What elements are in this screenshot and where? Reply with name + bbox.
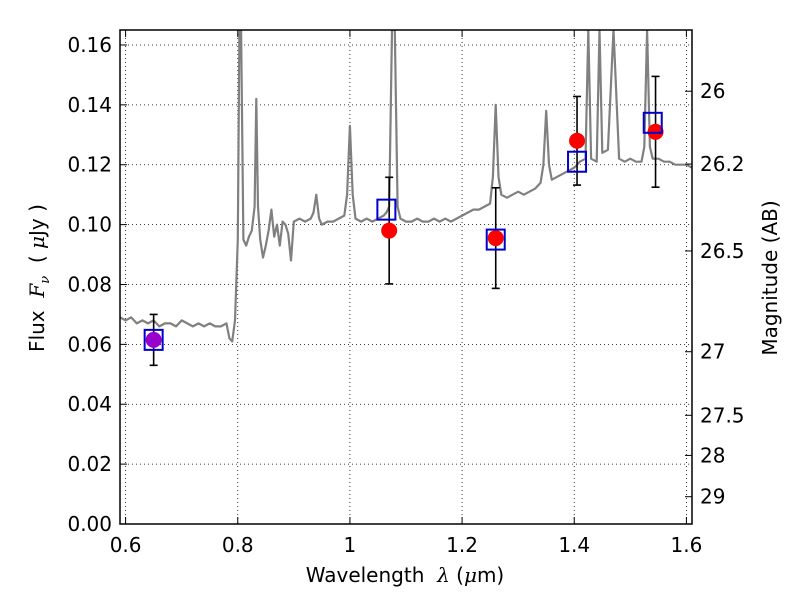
x-tick-label: 1.6 [670, 533, 702, 557]
grid [120, 30, 692, 524]
x-tick-label: 1.4 [558, 533, 590, 557]
y-tick-label: 0.04 [67, 392, 112, 416]
model-square-marker [485, 228, 506, 251]
x-tick-label: 1 [344, 533, 357, 557]
model-square-marker [376, 198, 397, 221]
x-tick-label: 0.8 [222, 533, 254, 557]
y-tick-label: 0.10 [67, 213, 112, 237]
x-tick-label: 1.2 [446, 533, 478, 557]
x-tick-label: 0.6 [110, 533, 142, 557]
y-tick-label: 0.02 [67, 452, 112, 476]
model-square-marker [642, 111, 663, 134]
magnitude-axis: 26 26.2 26.5 27 27.5 28 29 [685, 79, 745, 509]
photometry-point [487, 230, 504, 247]
y-tick-label: 0.08 [67, 272, 112, 296]
magnitude-tick-label: 28 [700, 443, 725, 467]
y-tick-label: 0.16 [67, 33, 112, 57]
spectrum-layer [120, 30, 692, 343]
y-tick-label: 0.14 [67, 93, 112, 117]
photometry-point [145, 331, 162, 348]
y-tick-label: 0.12 [67, 153, 112, 177]
magnitude-tick-label: 26.5 [700, 239, 745, 263]
magnitude-tick-label: 26.2 [700, 152, 745, 176]
spectrum-line [120, 30, 692, 343]
magnitude-tick-label: 26 [700, 79, 725, 103]
plot-frame [119, 29, 693, 525]
photometry-point [647, 123, 664, 140]
photometry-point [381, 222, 398, 239]
model-square-marker [143, 328, 164, 351]
y-axis: 0.00 0.02 0.04 0.06 0.08 0.10 0.12 0.14 0.16 [67, 33, 127, 536]
y-tick-label: 0.06 [67, 332, 112, 356]
model-square-marker [567, 150, 588, 173]
magnitude-tick-label: 27.5 [700, 403, 745, 427]
photometry-point [569, 132, 586, 149]
y-tick-label: 0.00 [67, 512, 112, 536]
x-axis: 0.6 0.8 1 1.2 1.4 1.6 [110, 30, 702, 557]
y-axis-title: Flux Fν ( μJy ) [25, 204, 53, 352]
x-axis-title: Wavelength λ (μm) [306, 563, 505, 587]
magnitude-tick-label: 27 [700, 340, 725, 364]
right-axis-title: Magnitude (AB) [758, 200, 782, 355]
squares-layer [143, 111, 663, 351]
magnitude-tick-label: 29 [700, 485, 725, 509]
points-layer [145, 123, 664, 348]
